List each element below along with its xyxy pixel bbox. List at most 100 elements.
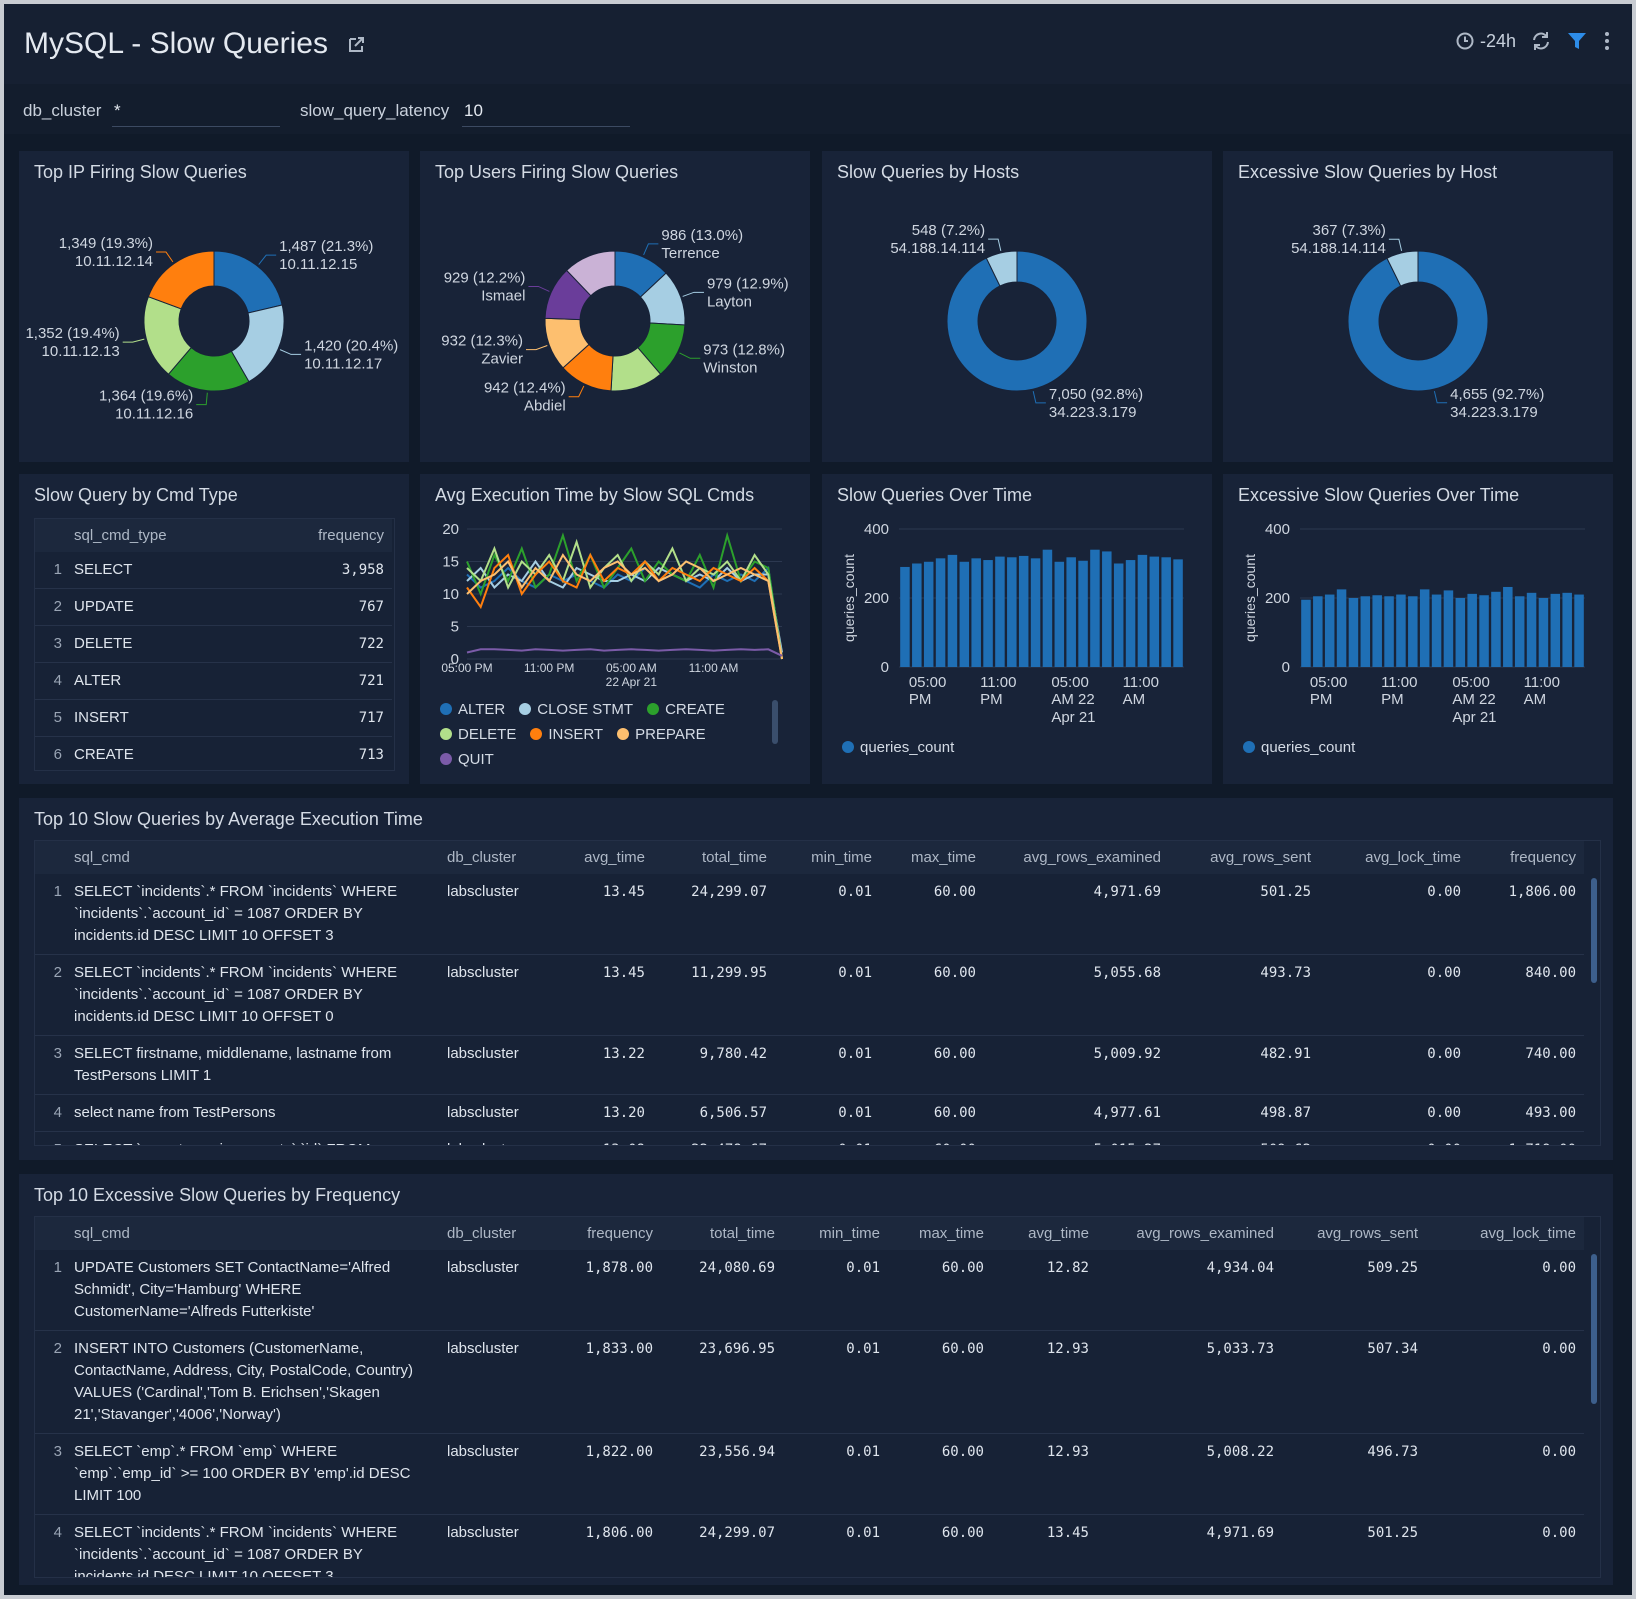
column-header: frequency (1469, 841, 1584, 874)
table-cell: 3,958 (276, 552, 392, 589)
panel-title: Top IP Firing Slow Queries (34, 162, 247, 182)
slice-category-label: 54.188.14.114 (890, 240, 985, 257)
bar (1538, 598, 1549, 667)
table-cell: 24,299.07 (653, 874, 775, 955)
table-cell: labscluster (439, 1330, 559, 1434)
pie-chart: 4,655 (92.7%)34.223.3.179 367 (7.3%)54.18… (1291, 222, 1544, 421)
row-index: 5 (35, 699, 66, 737)
y-tick-label: 200 (1265, 590, 1290, 607)
table-cell: 0.01 (783, 1514, 888, 1577)
header-bar: MySQL - Slow Queries -24h (4, 4, 1632, 84)
bar (1125, 560, 1136, 667)
legend-swatch (440, 728, 452, 740)
filter-underline (112, 126, 280, 127)
panel: Top 10 Slow Queries by Average Execution… (19, 798, 1613, 1160)
bar (1161, 557, 1171, 667)
column-header: frequency (559, 1217, 661, 1250)
bar (947, 554, 958, 667)
leader-line (682, 291, 704, 297)
header-row: sql_cmd db_cluster frequency total_time min_… (35, 1217, 1584, 1250)
legend-label: INSERT (548, 726, 604, 743)
table-cell: 0.01 (783, 1433, 888, 1515)
table-row: 4 SELECT `incidents`.* FROM `incidents` W… (35, 1514, 1584, 1577)
panel: Avg Execution Time by Slow SQL Cmds 0 5 10 1… (420, 474, 810, 784)
series-line (466, 648, 783, 657)
table-head: sql_cmd_type frequency (35, 519, 392, 552)
panel-title: Slow Queries Over Time (837, 485, 1033, 505)
table-cell: 496.73 (1282, 1433, 1426, 1515)
pie-chart: 986 (13.0%)Terrence 979 (12.9%)Layton 973 … (441, 227, 789, 415)
row-index: 3 (35, 625, 66, 663)
bar-chart: 0 200 400 queries_count (1242, 521, 1585, 676)
table-cell: CREATE (66, 736, 276, 770)
slice-value-label: 1,487 (21.3%) (279, 238, 373, 255)
column-header: max_time (880, 841, 984, 874)
table-body: 1 UPDATE Customers SET ContactName='Alfre… (35, 1250, 1584, 1577)
column-header: avg_rows_examined (984, 841, 1169, 874)
column-header: sql_cmd_type (66, 519, 276, 552)
bar (1324, 594, 1335, 667)
row-index: 5 (35, 1131, 66, 1145)
table-cell: 60.00 (888, 1330, 992, 1434)
legend-item: PREPARE (617, 726, 706, 743)
y-tick-label: 400 (1265, 521, 1290, 538)
slice-category-label: Ismael (481, 287, 525, 304)
filter-underline (462, 126, 630, 127)
slice-category-label: 34.223.3.179 (1450, 404, 1538, 421)
bar (1372, 595, 1382, 667)
time-range[interactable]: -24h (1456, 31, 1516, 52)
dashboard-title: MySQL - Slow Queries (24, 27, 328, 60)
slice-category-label: Zavier (481, 351, 523, 368)
slice-value-label: 973 (12.8%) (703, 341, 785, 358)
menu-icon[interactable] (1602, 30, 1612, 52)
column-header: db_cluster (439, 1217, 559, 1250)
table-row: 4 select name from TestPersons labscluster… (35, 1094, 1584, 1132)
table-cell: 1,878.00 (559, 1250, 661, 1331)
slice-category-label: Layton (707, 293, 752, 310)
legend-item: CREATE (647, 701, 725, 718)
refresh-icon[interactable] (1530, 30, 1552, 52)
leader-line (156, 251, 174, 263)
y-tick-label: 0 (451, 651, 459, 668)
slice-value-label: 979 (12.9%) (707, 275, 789, 292)
bar (1514, 596, 1525, 667)
slice-category-label: Terrence (661, 245, 719, 262)
table-viewport: sql_cmd_type frequency 1 SELECT 3,958 2 UPDATE… (34, 518, 395, 771)
table-cell: 5,015.27 (984, 1131, 1169, 1145)
row-index: 4 (35, 1514, 66, 1577)
bar (912, 563, 922, 667)
bar (1574, 594, 1584, 667)
bar (1066, 557, 1076, 667)
filter-value[interactable]: * (114, 101, 121, 120)
slice-value-label: 1,364 (19.6%) (99, 388, 193, 405)
table-row: 3 SELECT firstname, middlename, lastname … (35, 1035, 1584, 1095)
y-tick-label: 10 (442, 586, 459, 603)
leader-line (528, 285, 550, 292)
table-cell: 0.00 (1319, 1131, 1469, 1145)
bar (1360, 596, 1371, 667)
column-header: sql_cmd (66, 1217, 439, 1250)
legend: ALTER CLOSE STMT CREATE DELETE INSERT PREPARE… (440, 701, 770, 768)
slice-value-label: 1,420 (20.4%) (304, 337, 398, 354)
x-tick-label: 05:00 PM (908, 674, 947, 709)
x-tick-label: 11:00 PM (1381, 674, 1418, 709)
legend-item: CLOSE STMT (519, 701, 633, 718)
panel: Excessive Slow Queries by Host 4,655 (92.… (1223, 151, 1613, 462)
column-header: avg_rows_sent (1169, 841, 1319, 874)
index-header (35, 841, 66, 874)
bar (1491, 591, 1501, 667)
bar (1550, 593, 1561, 667)
row-index: 3 (35, 1433, 66, 1515)
table-cell: labscluster (439, 954, 559, 1036)
column-header: total_time (661, 1217, 783, 1250)
legend-label: QUIT (458, 751, 494, 768)
series-line (466, 565, 783, 660)
filter-value[interactable]: 10 (464, 101, 483, 120)
legend-label: DELETE (458, 726, 517, 743)
slice-value-label: 942 (12.4%) (484, 380, 566, 397)
index-header (35, 519, 66, 552)
slice-value-label: 932 (12.3%) (441, 333, 523, 350)
filter-icon[interactable] (1566, 30, 1588, 52)
table-cell: 9,780.42 (653, 1035, 775, 1095)
share-icon[interactable] (346, 33, 368, 55)
